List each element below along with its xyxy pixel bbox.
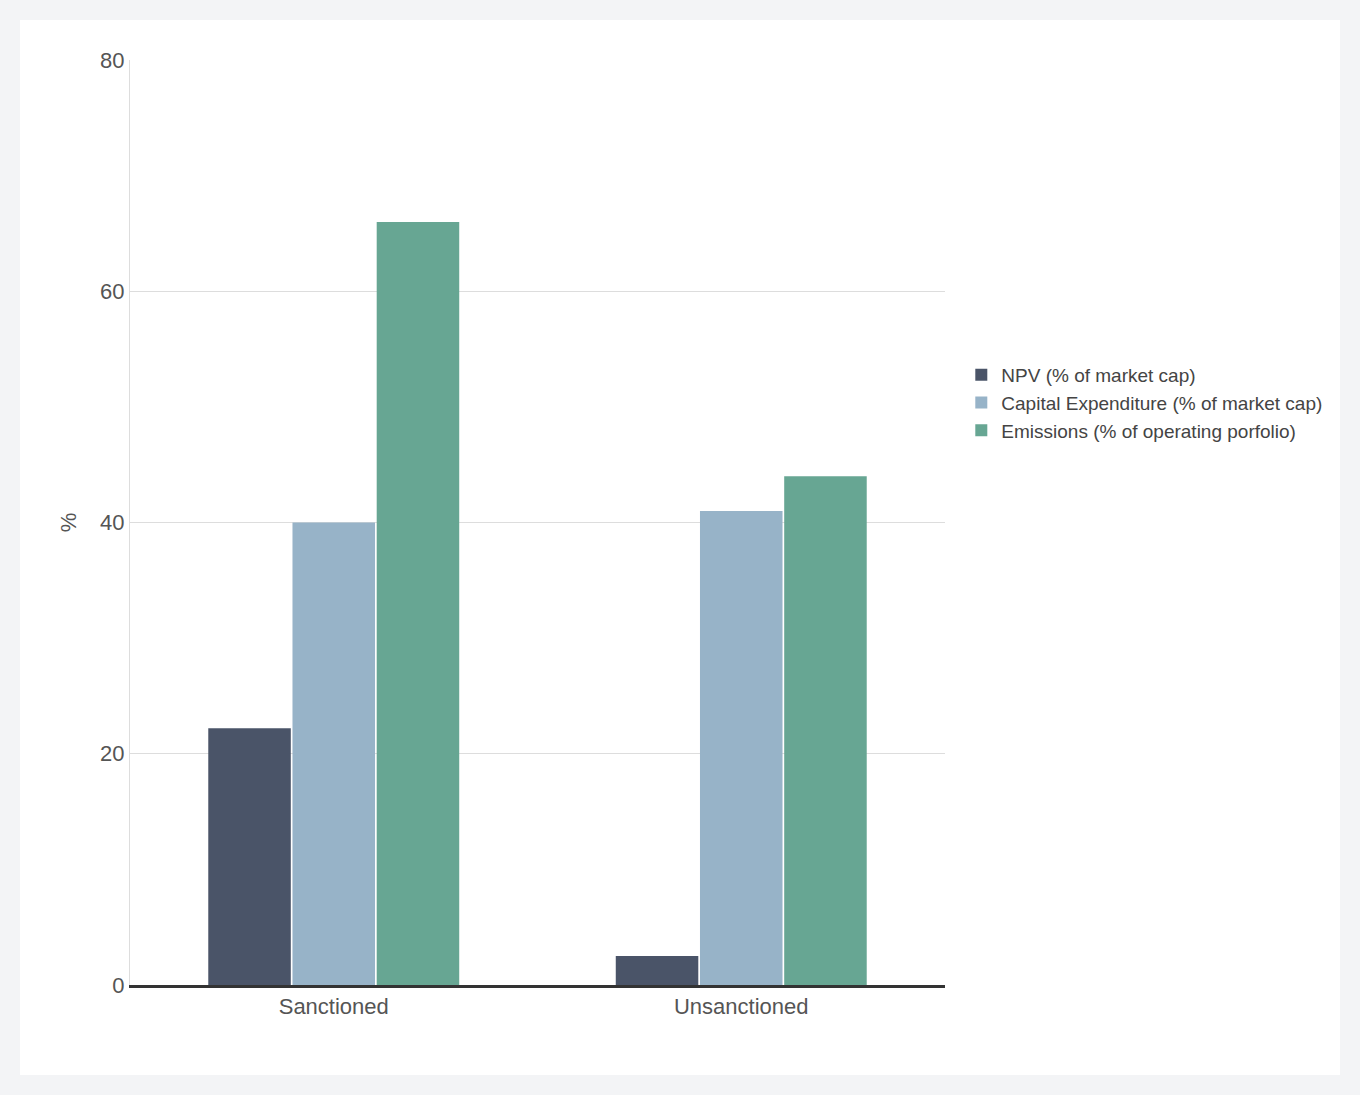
- svg-text:0: 0: [112, 973, 124, 998]
- svg-text:60: 60: [100, 279, 124, 304]
- svg-text:80: 80: [100, 48, 124, 73]
- svg-text:%: %: [56, 513, 81, 533]
- svg-text:Emissions (% of operating porf: Emissions (% of operating porfolio): [1001, 421, 1296, 442]
- svg-text:Capital Expenditure (% of mark: Capital Expenditure (% of market cap): [1001, 393, 1322, 414]
- svg-text:40: 40: [100, 510, 124, 535]
- svg-text:20: 20: [100, 741, 124, 766]
- svg-text:Sanctioned: Sanctioned: [279, 994, 389, 1019]
- svg-text:Unsanctioned: Unsanctioned: [674, 994, 809, 1019]
- svg-text:NPV (% of market cap): NPV (% of market cap): [1001, 365, 1195, 386]
